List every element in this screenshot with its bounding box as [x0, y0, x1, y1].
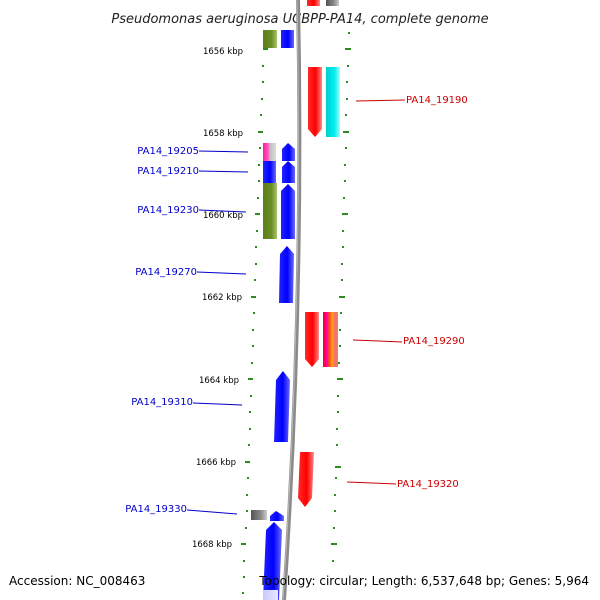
gene-arrow[interactable] — [282, 161, 295, 183]
accession-text: Accession: NC_008463 — [9, 574, 146, 588]
right-strand-features — [298, 0, 340, 507]
grey-feature[interactable] — [326, 0, 339, 6]
tick-label: 1658 kbp — [203, 129, 243, 139]
topology-text: Topology: circular; Length: 6,537,648 bp… — [259, 574, 589, 588]
gene-arrow[interactable] — [308, 67, 322, 137]
right-gene-labels: PA14_19190 PA14_19290 PA14_19320 — [346, 95, 468, 490]
tick-label: 1662 kbp — [202, 293, 242, 303]
tick-label: 1666 kbp — [196, 458, 236, 468]
gene-label-PA14_19230[interactable]: PA14_19230 — [137, 205, 199, 216]
gene-arrow[interactable] — [282, 143, 295, 161]
gene-label-PA14_19310[interactable]: PA14_19310 — [131, 397, 193, 408]
right-ruler — [331, 32, 351, 562]
red-gene-block[interactable] — [307, 0, 320, 6]
genome-backbone — [282, 0, 302, 600]
grey-feature[interactable] — [251, 510, 267, 520]
tick-label: 1660 kbp — [203, 211, 243, 221]
gene-arrow[interactable] — [263, 522, 282, 600]
cyan-feature[interactable] — [326, 67, 340, 137]
left-ruler — [241, 32, 268, 594]
gene-label-PA14_19205[interactable]: PA14_19205 — [137, 146, 199, 157]
gene-arrow[interactable] — [270, 511, 284, 521]
blue-gene-block[interactable] — [281, 30, 294, 48]
pink-feature[interactable] — [263, 143, 276, 161]
olive-feature[interactable] — [263, 183, 277, 239]
gene-arrow[interactable] — [279, 246, 294, 303]
gene-label-PA14_19190[interactable]: PA14_19190 — [406, 95, 468, 106]
striped-feature[interactable] — [323, 312, 338, 367]
tick-label: 1668 kbp — [192, 540, 232, 550]
olive-feature[interactable] — [263, 30, 277, 48]
gene-label-PA14_19270[interactable]: PA14_19270 — [135, 267, 197, 278]
gene-label-PA14_19320[interactable]: PA14_19320 — [397, 479, 459, 490]
gene-label-PA14_19330[interactable]: PA14_19330 — [125, 504, 187, 515]
gene-label-PA14_19210[interactable]: PA14_19210 — [137, 166, 199, 177]
gene-arrow[interactable] — [305, 312, 319, 367]
left-gene-labels: PA14_19205 PA14_19210 PA14_19230 PA14_19… — [125, 146, 249, 515]
kbp-tick-labels: 1656 kbp 1658 kbp 1660 kbp 1662 kbp 1664… — [192, 47, 243, 550]
gene-label-PA14_19290[interactable]: PA14_19290 — [403, 336, 465, 347]
left-strand-features — [251, 30, 295, 600]
tick-label: 1656 kbp — [203, 47, 243, 57]
tick-label: 1664 kbp — [199, 376, 239, 386]
gene-arrow[interactable] — [281, 184, 295, 239]
gene-arrow[interactable] — [298, 452, 314, 507]
gene-arrow[interactable] — [274, 371, 290, 442]
blue-gene-block[interactable] — [263, 161, 276, 183]
